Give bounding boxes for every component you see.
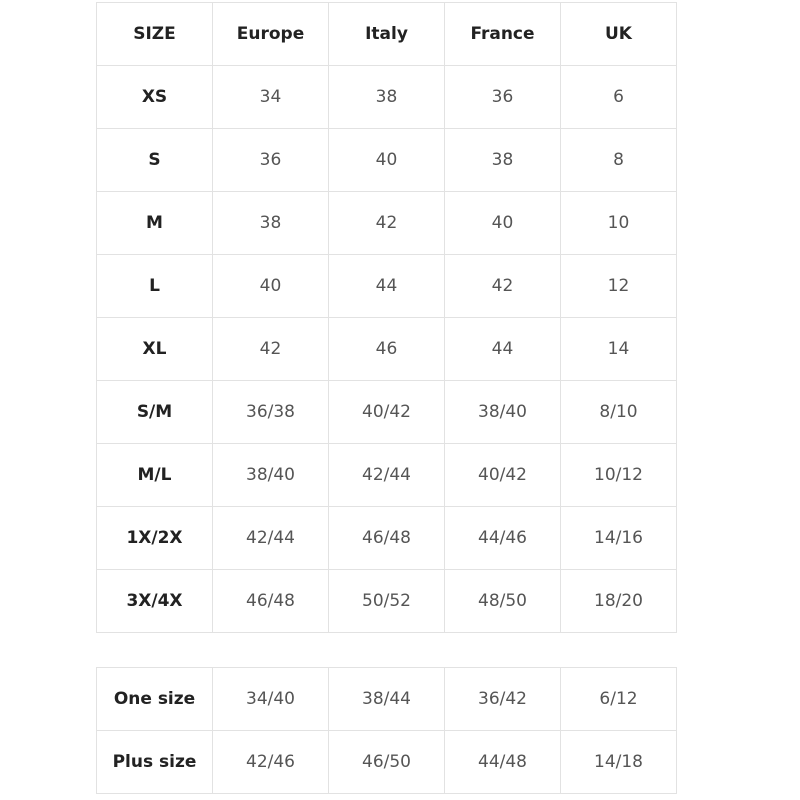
size-value-cell: 14/16 — [560, 506, 677, 570]
table-row: XL 42 46 44 14 — [96, 317, 677, 381]
size-value-cell: 10/12 — [560, 443, 677, 507]
size-label-cell: One size — [96, 667, 213, 731]
size-value-cell: 40/42 — [444, 443, 561, 507]
size-value-cell: 34/40 — [212, 667, 329, 731]
size-label-cell: M/L — [96, 443, 213, 507]
size-value-cell: 44 — [444, 317, 561, 381]
table-row: S 36 40 38 8 — [96, 128, 677, 192]
size-value-cell: 48/50 — [444, 569, 561, 633]
size-value-cell: 6 — [560, 65, 677, 129]
table-row: L 40 44 42 12 — [96, 254, 677, 318]
size-value-cell: 42 — [328, 191, 445, 255]
size-value-cell: 42 — [212, 317, 329, 381]
column-header: France — [444, 2, 561, 66]
table-row: One size 34/40 38/44 36/42 6/12 — [96, 667, 677, 731]
size-label-cell: 3X/4X — [96, 569, 213, 633]
header-row: SIZE Europe Italy France UK — [96, 2, 677, 66]
table-row: Plus size 42/46 46/50 44/48 14/18 — [96, 730, 677, 794]
size-value-cell: 6/12 — [560, 667, 677, 731]
special-sizes-table: One size 34/40 38/44 36/42 6/12 Plus size 42/4… — [96, 667, 677, 794]
size-value-cell: 36/38 — [212, 380, 329, 444]
column-header: Italy — [328, 2, 445, 66]
size-value-cell: 44/46 — [444, 506, 561, 570]
size-value-cell: 40 — [444, 191, 561, 255]
table-row: 1X/2X 42/44 46/48 44/46 14/16 — [96, 506, 677, 570]
size-value-cell: 38 — [212, 191, 329, 255]
size-value-cell: 38 — [328, 65, 445, 129]
size-value-cell: 42/46 — [212, 730, 329, 794]
size-value-cell: 44/48 — [444, 730, 561, 794]
table-row: M 38 42 40 10 — [96, 191, 677, 255]
size-value-cell: 46/48 — [328, 506, 445, 570]
size-value-cell: 34 — [212, 65, 329, 129]
size-value-cell: 36 — [212, 128, 329, 192]
size-value-cell: 46/50 — [328, 730, 445, 794]
size-value-cell: 38/40 — [212, 443, 329, 507]
size-value-cell: 18/20 — [560, 569, 677, 633]
column-header: SIZE — [96, 2, 213, 66]
size-chart-table: SIZE Europe Italy France UK XS 34 38 36 6 S 36 40 38… — [96, 2, 677, 633]
size-label-cell: XS — [96, 65, 213, 129]
size-value-cell: 42/44 — [328, 443, 445, 507]
size-value-cell: 42/44 — [212, 506, 329, 570]
size-value-cell: 40 — [328, 128, 445, 192]
size-value-cell: 44 — [328, 254, 445, 318]
table-row: 3X/4X 46/48 50/52 48/50 18/20 — [96, 569, 677, 633]
size-value-cell: 14/18 — [560, 730, 677, 794]
size-value-cell: 50/52 — [328, 569, 445, 633]
size-value-cell: 40/42 — [328, 380, 445, 444]
size-value-cell: 42 — [444, 254, 561, 318]
size-value-cell: 46 — [328, 317, 445, 381]
size-label-cell: 1X/2X — [96, 506, 213, 570]
size-label-cell: Plus size — [96, 730, 213, 794]
column-header: UK — [560, 2, 677, 66]
size-value-cell: 36/42 — [444, 667, 561, 731]
size-value-cell: 46/48 — [212, 569, 329, 633]
column-header: Europe — [212, 2, 329, 66]
table-row: XS 34 38 36 6 — [96, 65, 677, 129]
size-value-cell: 8 — [560, 128, 677, 192]
size-label-cell: S/M — [96, 380, 213, 444]
size-value-cell: 12 — [560, 254, 677, 318]
size-value-cell: 14 — [560, 317, 677, 381]
size-value-cell: 38/40 — [444, 380, 561, 444]
size-value-cell: 10 — [560, 191, 677, 255]
size-label-cell: L — [96, 254, 213, 318]
table-row: M/L 38/40 42/44 40/42 10/12 — [96, 443, 677, 507]
size-value-cell: 38/44 — [328, 667, 445, 731]
table-row: S/M 36/38 40/42 38/40 8/10 — [96, 380, 677, 444]
size-label-cell: S — [96, 128, 213, 192]
size-value-cell: 40 — [212, 254, 329, 318]
size-value-cell: 8/10 — [560, 380, 677, 444]
size-value-cell: 36 — [444, 65, 561, 129]
size-value-cell: 38 — [444, 128, 561, 192]
size-label-cell: XL — [96, 317, 213, 381]
size-label-cell: M — [96, 191, 213, 255]
